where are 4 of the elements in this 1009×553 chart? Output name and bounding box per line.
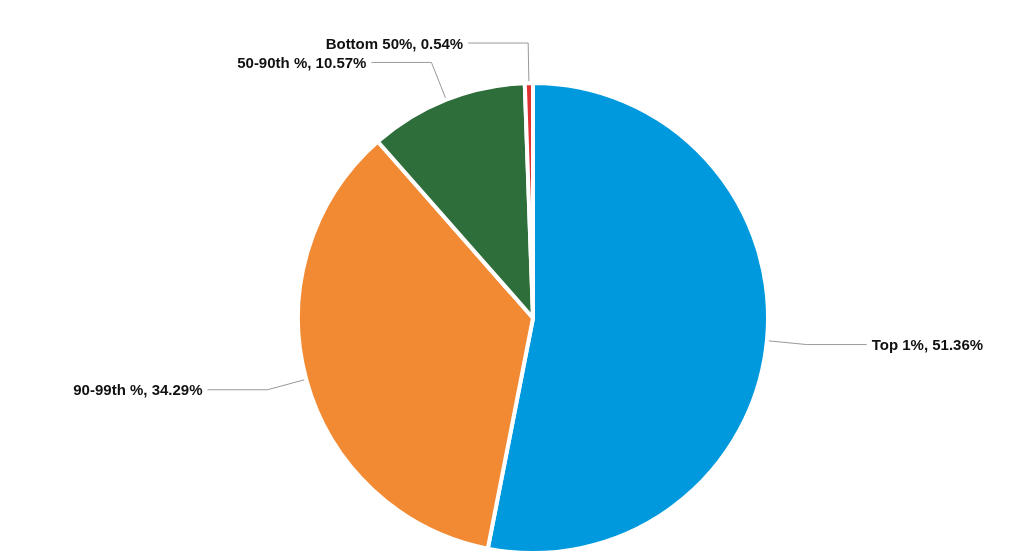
slice-label: 90-99th %, 34.29%	[73, 381, 203, 399]
slice-label: 50-90th %, 10.57%	[237, 53, 367, 71]
slice-label: Bottom 50%, 0.54%	[325, 34, 464, 52]
slice-label: Top 1%, 51.36%	[871, 336, 984, 354]
